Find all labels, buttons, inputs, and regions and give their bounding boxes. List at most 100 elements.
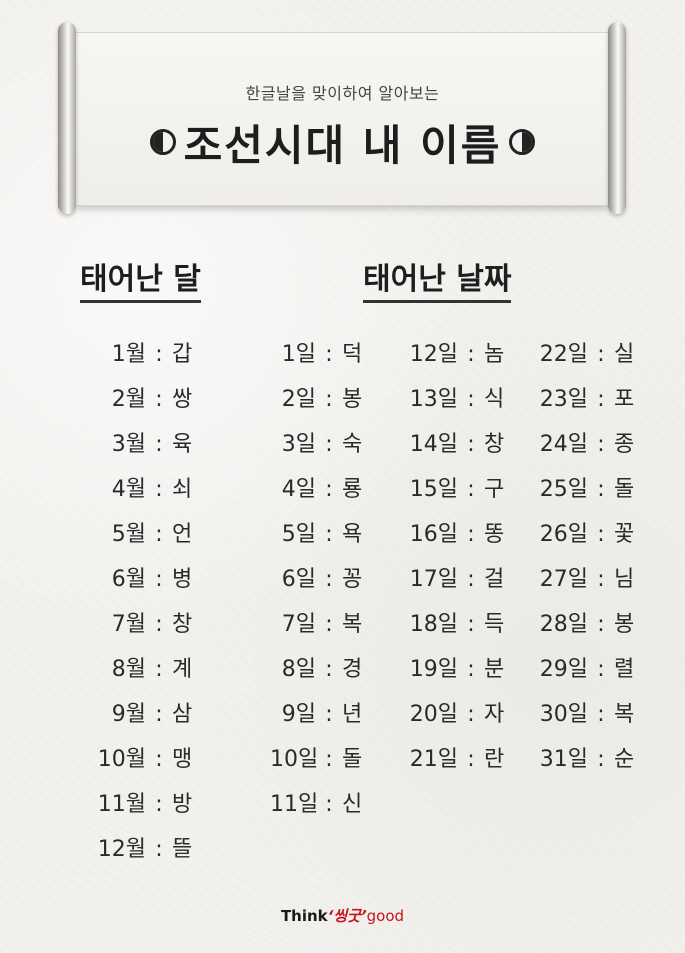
list-item: 29일: 렬 [538,647,634,692]
entry-key: 4월 [111,477,146,502]
entry-key: 28일 [539,612,588,637]
scroll-rod-left [58,22,76,214]
logo-think: Think [280,907,328,925]
entry-separator: : [155,612,163,637]
list-item: 25일: 돌 [538,467,634,512]
entry-value: 걸 [484,567,505,592]
entry-key: 17일 [409,567,458,592]
entry-key: 18일 [409,612,458,637]
entry-key: 8일 [281,657,316,682]
list-item: 26일: 꽃 [538,512,634,557]
scroll-sheet [72,32,612,206]
month-list: 1월: 갑 2월: 쌍 3월: 육 4월: 쇠 5월: 언 6월: 병 7월: 창 8월: 계 9월: 삼 10월:… [90,332,192,872]
entry-separator: : [155,342,163,367]
entry-key: 29일 [539,657,588,682]
entry-key: 9일 [281,702,316,727]
entry-separator: : [325,342,333,367]
heading-birth-day: 태어난 날짜 [363,262,512,303]
list-item: 15일: 구 [408,467,504,512]
entry-separator: : [155,567,163,592]
entry-key: 10일 [270,747,319,772]
entry-key: 3일 [281,432,316,457]
logo-korean: ‘씽굿’ [327,907,367,925]
entry-value: 자 [484,702,505,727]
entry-value: 덕 [342,342,363,367]
entry-value: 구 [484,477,505,502]
entry-value: 놈 [484,342,505,367]
entry-separator: : [597,387,605,412]
entry-separator: : [325,477,333,502]
entry-separator: : [155,792,163,817]
banner-title: 조선시대 내 이름 [183,120,502,170]
entry-key: 31일 [539,747,588,772]
day-list-3: 22일: 실 23일: 포 24일: 종 25일: 돌 26일: 꽃 27일: 님 28일: 봉 29일: 렬… [538,332,634,782]
list-item: 18일: 득 [408,602,504,647]
entry-separator: : [467,342,475,367]
entry-value: 룡 [342,477,363,502]
entry-value: 육 [172,432,193,457]
list-item: 21일: 란 [408,737,504,782]
entry-key: 22일 [539,342,588,367]
entry-value: 쇠 [172,477,193,502]
list-item: 10월: 맹 [90,737,192,782]
entry-separator: : [155,837,163,862]
entry-key: 19일 [409,657,458,682]
list-item: 24일: 종 [538,422,634,467]
entry-separator: : [325,792,333,817]
entry-key: 24일 [539,432,588,457]
entry-value: 꽁 [342,567,363,592]
entry-separator: : [325,702,333,727]
entry-separator: : [467,387,475,412]
entry-separator: : [467,432,475,457]
entry-separator: : [467,657,475,682]
list-item: 3월: 육 [90,422,193,467]
list-item: 17일: 걸 [408,557,504,602]
list-item: 12일: 놈 [408,332,504,377]
list-item: 5일: 욕 [270,512,363,557]
entry-separator: : [467,477,475,502]
entry-value: 맹 [172,747,193,772]
entry-key: 5월 [111,522,146,547]
entry-key: 20일 [409,702,458,727]
list-item: 9월: 삼 [90,692,193,737]
list-item: 12월: 뜰 [90,827,192,872]
list-item: 2일: 봉 [270,377,363,422]
list-item: 5월: 언 [90,512,193,557]
entry-key: 21일 [409,747,458,772]
entry-value: 경 [342,657,363,682]
entry-value: 뜰 [172,837,193,862]
entry-value: 언 [172,522,193,547]
entry-separator: : [467,612,475,637]
banner-title-row: 조선시대 내 이름 [0,114,685,170]
entry-key: 1일 [281,342,316,367]
banner-subtitle: 한글날을 맞이하여 알아보는 [245,84,440,103]
entry-separator: : [325,387,333,412]
day-list-2: 12일: 놈 13일: 식 14일: 창 15일: 구 16일: 똥 17일: 걸 18일: 득 19일: 분… [408,332,504,782]
entry-key: 5일 [281,522,316,547]
entry-key: 13일 [409,387,458,412]
day-list-1: 1일: 덕 2일: 봉 3일: 숙 4일: 룡 5일: 욕 6일: 꽁 7일: 복 8일: 경 9일: 년 10일:… [270,332,362,827]
entry-value: 식 [484,387,505,412]
entry-key: 12월 [97,837,146,862]
entry-separator: : [467,747,475,772]
entry-value: 실 [614,342,635,367]
list-item: 2월: 쌍 [90,377,193,422]
entry-value: 갑 [172,342,193,367]
list-item: 19일: 분 [408,647,504,692]
entry-value: 창 [172,612,193,637]
entry-separator: : [467,567,475,592]
entry-separator: : [155,657,163,682]
entry-key: 2월 [111,387,146,412]
list-item: 23일: 포 [538,377,634,422]
entry-key: 10월 [97,747,146,772]
entry-separator: : [597,702,605,727]
entry-value: 계 [172,657,193,682]
entry-separator: : [155,522,163,547]
list-item: 1일: 덕 [270,332,363,377]
entry-separator: : [155,747,163,772]
logo-good: good [366,907,405,925]
entry-value: 쌍 [172,387,193,412]
entry-key: 16일 [409,522,458,547]
entry-value: 종 [614,432,635,457]
list-item: 1월: 갑 [90,332,193,377]
